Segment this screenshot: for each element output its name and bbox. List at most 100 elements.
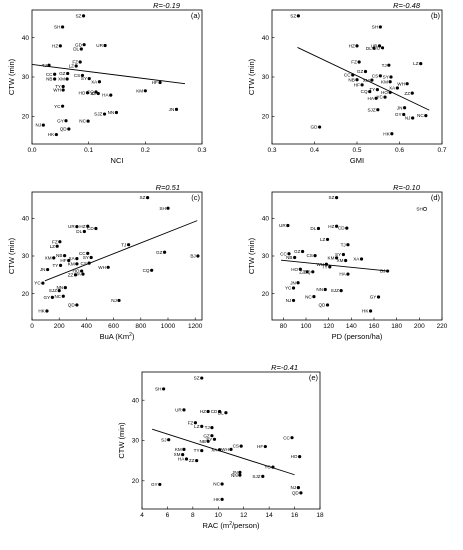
data-point-label: CQ — [361, 89, 368, 94]
plot-frame — [271, 9, 443, 145]
x-tick-label: 14 — [266, 512, 274, 519]
data-point-label: KM — [175, 447, 182, 452]
data-point-label: HK — [214, 497, 221, 502]
data-point-label: NJ — [286, 298, 292, 303]
data-point-label: HO — [73, 269, 80, 274]
data-point — [45, 309, 49, 313]
data-point-label: CD — [211, 409, 218, 414]
x-tick-label: 200 — [414, 323, 425, 330]
data-point — [50, 295, 55, 300]
correlation-label: R=-0.41 — [271, 363, 298, 372]
data-point-label: HA — [368, 96, 375, 101]
data-point-label: YC — [264, 465, 271, 470]
y-tick-label: 40 — [132, 397, 140, 404]
data-point — [200, 448, 204, 453]
x-tick-label: 1000 — [161, 323, 176, 330]
data-point-label: HZ — [200, 409, 206, 414]
data-point — [181, 453, 185, 457]
x-tick-label: 400 — [81, 323, 92, 330]
data-point-label: HO — [78, 90, 85, 95]
data-point — [55, 244, 59, 248]
data-point-label: TJ — [341, 242, 346, 247]
data-point — [335, 256, 339, 260]
x-tick-label: 0.6 — [395, 147, 404, 154]
data-point — [75, 262, 79, 266]
data-point — [80, 269, 84, 273]
y-tick-label: 20 — [262, 114, 270, 121]
data-point-label: SY — [83, 255, 89, 260]
data-point — [61, 84, 65, 89]
data-point-label: CS — [372, 73, 378, 78]
data-point — [61, 104, 65, 108]
data-point-label: LZ — [413, 61, 419, 66]
data-point-label: SZ — [140, 195, 146, 200]
x-axis-label: NCI — [111, 156, 124, 165]
data-point — [114, 110, 119, 115]
y-tick-label: 40 — [262, 35, 270, 42]
correlation-label: R=0.51 — [156, 183, 180, 192]
data-point — [61, 25, 65, 29]
data-point-label: NN — [108, 110, 115, 115]
data-point — [376, 108, 380, 112]
data-point — [389, 75, 393, 79]
x-tick-label: 8 — [191, 512, 195, 519]
data-point-label: WH — [397, 81, 405, 86]
data-point-label: HZ — [79, 224, 85, 229]
x-tick-label: 0.4 — [310, 147, 319, 154]
data-point — [158, 482, 162, 487]
data-point-label: CQ — [143, 268, 150, 273]
data-point — [61, 88, 65, 92]
x-tick-label: 100 — [301, 323, 312, 330]
x-tick-label: 1200 — [188, 323, 203, 330]
data-point-label: WH — [221, 447, 229, 452]
x-tick-label: 0.3 — [197, 147, 206, 154]
data-point — [182, 408, 186, 412]
data-point-label: YC — [54, 104, 61, 109]
data-point — [323, 287, 327, 292]
data-point — [318, 125, 322, 129]
data-point-label: ZZ — [404, 91, 410, 96]
data-point-label: CS — [306, 253, 312, 258]
data-point — [311, 270, 315, 274]
data-point-label: QD — [318, 303, 326, 308]
y-axis-label: CTW (min) — [7, 237, 16, 274]
data-point — [359, 257, 364, 261]
data-point-label: XM — [58, 77, 65, 82]
data-point-label: LZ — [194, 424, 200, 429]
data-point-label: GZ — [294, 249, 301, 254]
data-point-label: TJ — [382, 63, 387, 68]
data-point — [167, 438, 171, 442]
data-point — [63, 286, 67, 290]
data-point — [296, 486, 300, 490]
data-point — [41, 123, 45, 127]
data-point — [53, 77, 57, 81]
data-point — [403, 106, 407, 110]
data-point — [291, 286, 296, 290]
data-point-label: XA — [389, 86, 396, 91]
data-point — [103, 43, 107, 48]
data-point — [58, 44, 62, 48]
data-point — [301, 249, 305, 254]
data-point-label: HF — [354, 82, 360, 87]
data-point — [345, 226, 349, 230]
data-point-label: CQ — [87, 90, 94, 95]
data-point-label: LZ — [320, 237, 326, 242]
data-point-label: SH — [54, 25, 60, 30]
x-tick-label: 220 — [437, 323, 448, 330]
data-point-label: DL — [76, 229, 82, 234]
data-point — [196, 254, 200, 258]
data-point — [411, 116, 415, 120]
data-point-label: SJZ — [252, 474, 260, 479]
data-point-label: GD — [75, 42, 83, 47]
data-point-label: SJZ — [367, 107, 375, 112]
data-point — [75, 225, 79, 229]
data-point-label: DL — [310, 226, 316, 231]
data-point — [344, 258, 348, 263]
data-point-label: FZ — [188, 420, 194, 425]
data-point-label: GZ — [59, 71, 66, 76]
data-point-label: WH — [317, 262, 325, 267]
data-point — [78, 60, 82, 64]
data-point-label: NJ — [111, 298, 117, 303]
data-point-label: KM — [68, 262, 75, 267]
